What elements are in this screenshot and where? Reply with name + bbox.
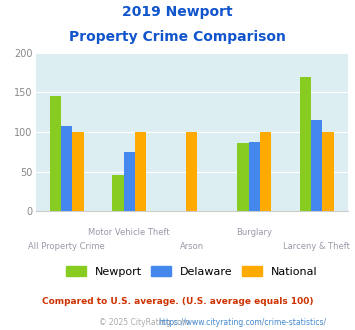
Text: 2019 Newport: 2019 Newport xyxy=(122,5,233,19)
Bar xyxy=(112,175,124,211)
Text: All Property Crime: All Property Crime xyxy=(28,242,105,251)
Bar xyxy=(300,77,311,211)
Text: Burglary: Burglary xyxy=(236,228,272,237)
Bar xyxy=(61,126,72,211)
Bar xyxy=(260,132,271,211)
Bar xyxy=(248,142,260,211)
Text: Property Crime Comparison: Property Crime Comparison xyxy=(69,30,286,44)
Bar xyxy=(50,96,61,211)
Bar xyxy=(186,132,197,211)
Bar xyxy=(135,132,146,211)
Bar xyxy=(311,120,322,211)
Text: © 2025 CityRating.com -: © 2025 CityRating.com - xyxy=(99,318,197,327)
Bar xyxy=(72,132,84,211)
Text: Motor Vehicle Theft: Motor Vehicle Theft xyxy=(88,228,170,237)
Bar xyxy=(322,132,334,211)
Text: Arson: Arson xyxy=(180,242,204,251)
Text: https://www.cityrating.com/crime-statistics/: https://www.cityrating.com/crime-statist… xyxy=(158,318,326,327)
Text: Compared to U.S. average. (U.S. average equals 100): Compared to U.S. average. (U.S. average … xyxy=(42,297,313,306)
Text: Larceny & Theft: Larceny & Theft xyxy=(283,242,350,251)
Legend: Newport, Delaware, National: Newport, Delaware, National xyxy=(62,262,322,282)
Bar xyxy=(124,152,135,211)
Bar xyxy=(237,143,248,211)
